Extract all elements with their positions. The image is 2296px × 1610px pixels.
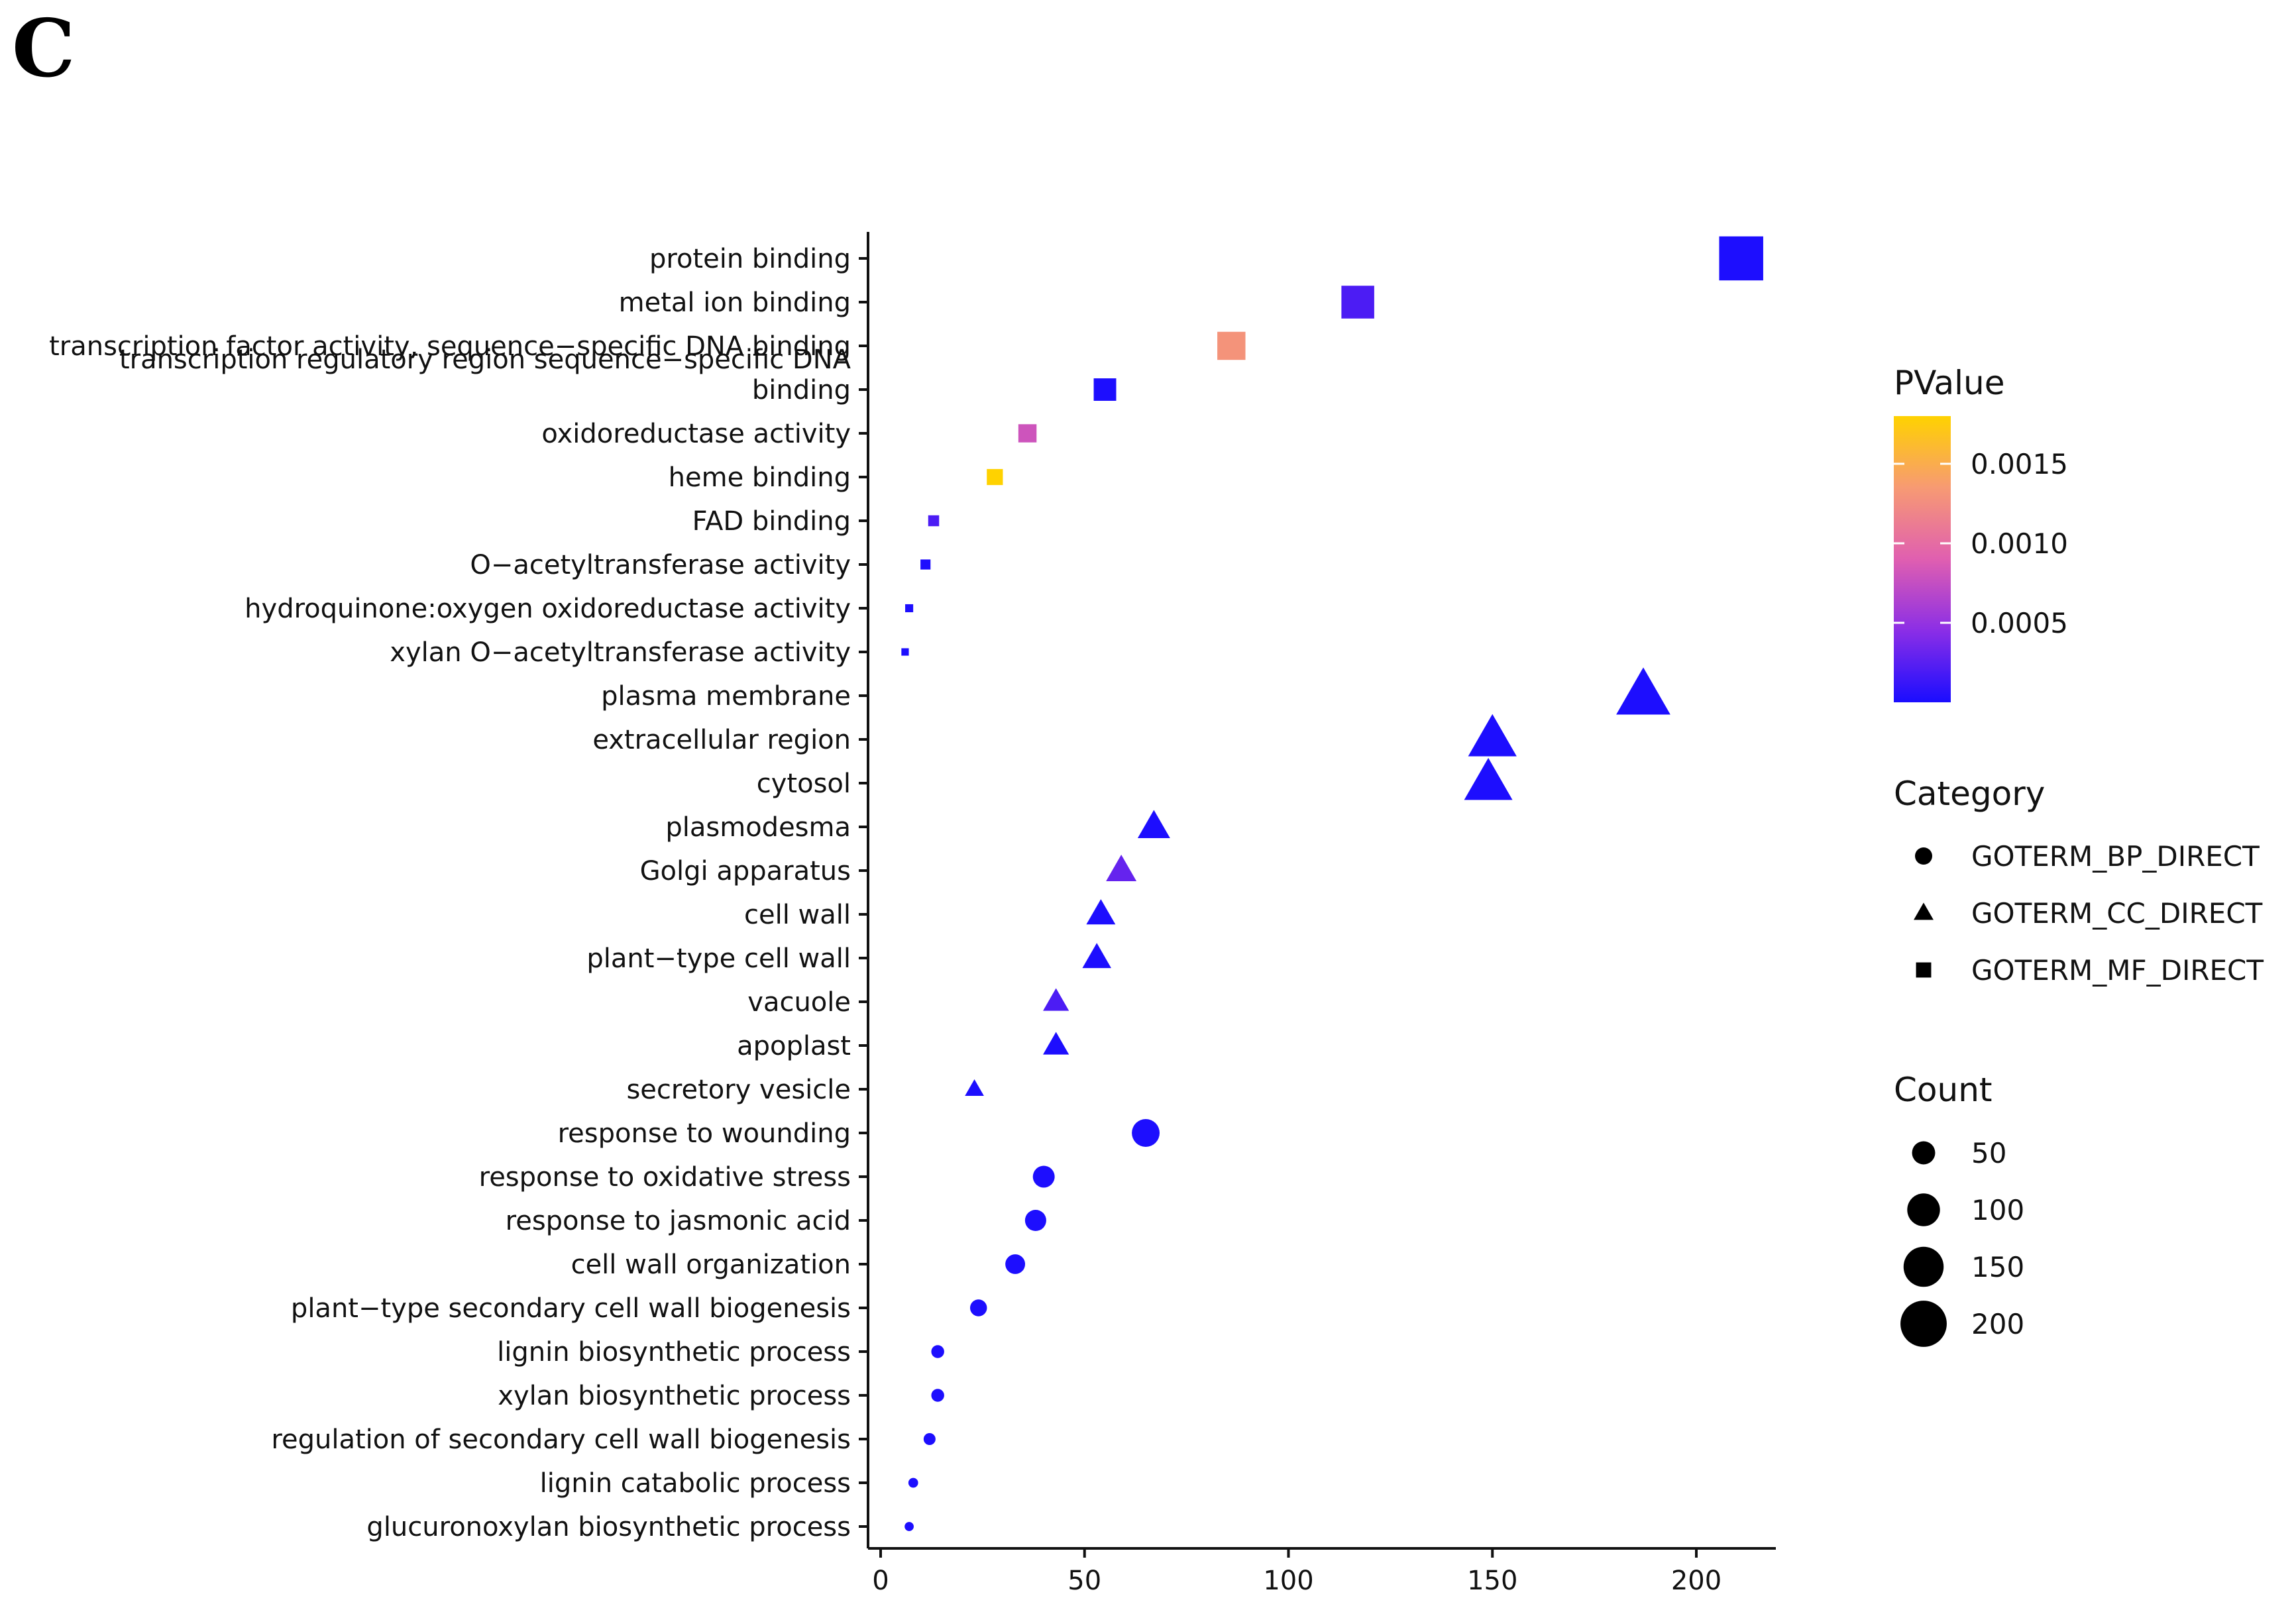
category-legend-label: GOTERM_CC_DIRECT [1971,897,2263,930]
y-tick-label: regulation of secondary cell wall biogen… [271,1424,851,1455]
x-tick-label: 200 [1671,1566,1722,1596]
category-legend-key [1916,962,1932,978]
y-tick-label: apoplast [737,1031,851,1061]
data-point [1464,757,1513,800]
count-legend-key [1907,1193,1940,1226]
data-point [969,1299,987,1316]
data-point [1468,714,1517,757]
data-point [1341,286,1374,319]
count-legend-key [1903,1246,1944,1287]
data-point [1106,855,1137,881]
data-point [1043,1032,1069,1055]
colorbar-tick-label: 0.0010 [1971,527,2068,560]
legend-area: PValue 0.0005 0.0010 0.0015 Category GOTERM_B… [1894,364,2264,1347]
y-tick-label: cell wall organization [571,1250,851,1280]
data-point [1137,810,1170,839]
count-legend-label: 200 [1971,1308,2024,1340]
y-tick-label: lignin catabolic process [540,1468,851,1499]
y-tick-label: transcription regulatory region sequence… [119,345,851,405]
y-tick-label: transcription factor activity, sequence−… [49,331,851,362]
category-legend-label: GOTERM_BP_DIRECT [1971,840,2260,873]
colorbar-tick-label: 0.0005 [1971,607,2068,639]
y-tick-label: cell wall [744,900,851,930]
data-point [908,1477,918,1488]
y-tick-label: response to jasmonic acid [506,1206,851,1236]
data-point [920,559,931,570]
y-tick-label: extracellular region [592,725,851,755]
y-tick-label: hydroquinone:oxygen oxidoreductase activ… [245,594,851,624]
y-tick-label: plasmodesma [665,812,851,843]
data-point [1616,667,1670,715]
data-point [931,1389,944,1402]
panel-label: C [12,2,76,95]
count-legend-title: Count [1894,1071,1993,1109]
count-legend-key [1912,1141,1936,1165]
y-tick-label: metal ion binding [619,288,851,318]
pvalue-legend-title: PValue [1894,364,2004,402]
y-tick-label: O−acetyltransferase activity [470,550,851,580]
y-tick-label: secretory vesicle [626,1075,851,1105]
data-point [1032,1165,1055,1188]
data-point [1217,331,1246,360]
y-tick-label: cytosol [757,769,851,799]
data-point [1018,424,1037,443]
x-tick-label: 50 [1067,1566,1101,1596]
y-tick-label: plasma membrane [601,681,851,712]
y-tick-label: Golgi apparatus [640,856,851,886]
data-point [923,1432,936,1446]
y-tick-label: plant−type secondary cell wall biogenesi… [291,1293,851,1324]
y-tick-label: xylan O−acetyltransferase activity [390,637,851,668]
category-legend-key [1914,902,1934,920]
data-point [1024,1209,1046,1232]
y-tick-label: FAD binding [692,506,851,537]
y-tick-label: lignin biosynthetic process [497,1337,851,1368]
count-legend-label: 100 [1971,1194,2024,1226]
y-tick-label: response to oxidative stress [479,1162,851,1193]
category-legend-key [1915,847,1932,865]
data-point [987,468,1003,486]
pvalue-colorbar [1894,416,1951,702]
y-tick-label: response to wounding [558,1118,851,1149]
data-point [965,1079,984,1096]
y-tick-label: heme binding [669,462,851,493]
data-point [1093,378,1117,401]
data-point [931,1345,944,1358]
y-tick-label: xylan biosynthetic process [498,1381,851,1411]
y-tick-label: plant−type cell wall [586,943,851,974]
data-point [1043,988,1069,1011]
y-tick-label: glucuronoxylan biosynthetic process [366,1512,851,1542]
count-legend-key [1900,1301,1947,1347]
count-legend-label: 150 [1971,1251,2024,1283]
plot-area: 0 50 100 150 200 protein binding metal ion bin… [49,232,1776,1596]
data-point [928,515,940,527]
y-tick-label: oxidoreductase activity [541,419,851,449]
data-point [1082,943,1111,969]
colorbar-tick-label: 0.0015 [1971,448,2068,480]
data-point [1086,899,1116,925]
data-point [1719,236,1763,281]
x-tick-label: 150 [1467,1566,1517,1596]
category-legend-label: GOTERM_MF_DIRECT [1971,954,2264,987]
x-tick-label: 0 [872,1566,889,1596]
count-legend-label: 50 [1971,1137,2006,1169]
data-point [1132,1119,1160,1147]
y-tick-label: protein binding [649,244,851,274]
data-point [904,1522,914,1531]
x-tick-label: 100 [1263,1566,1313,1596]
data-point [1005,1254,1026,1274]
data-point [901,648,909,656]
category-legend-title: Category [1894,775,2045,813]
data-point [905,604,914,613]
y-tick-label: vacuole [747,987,851,1018]
